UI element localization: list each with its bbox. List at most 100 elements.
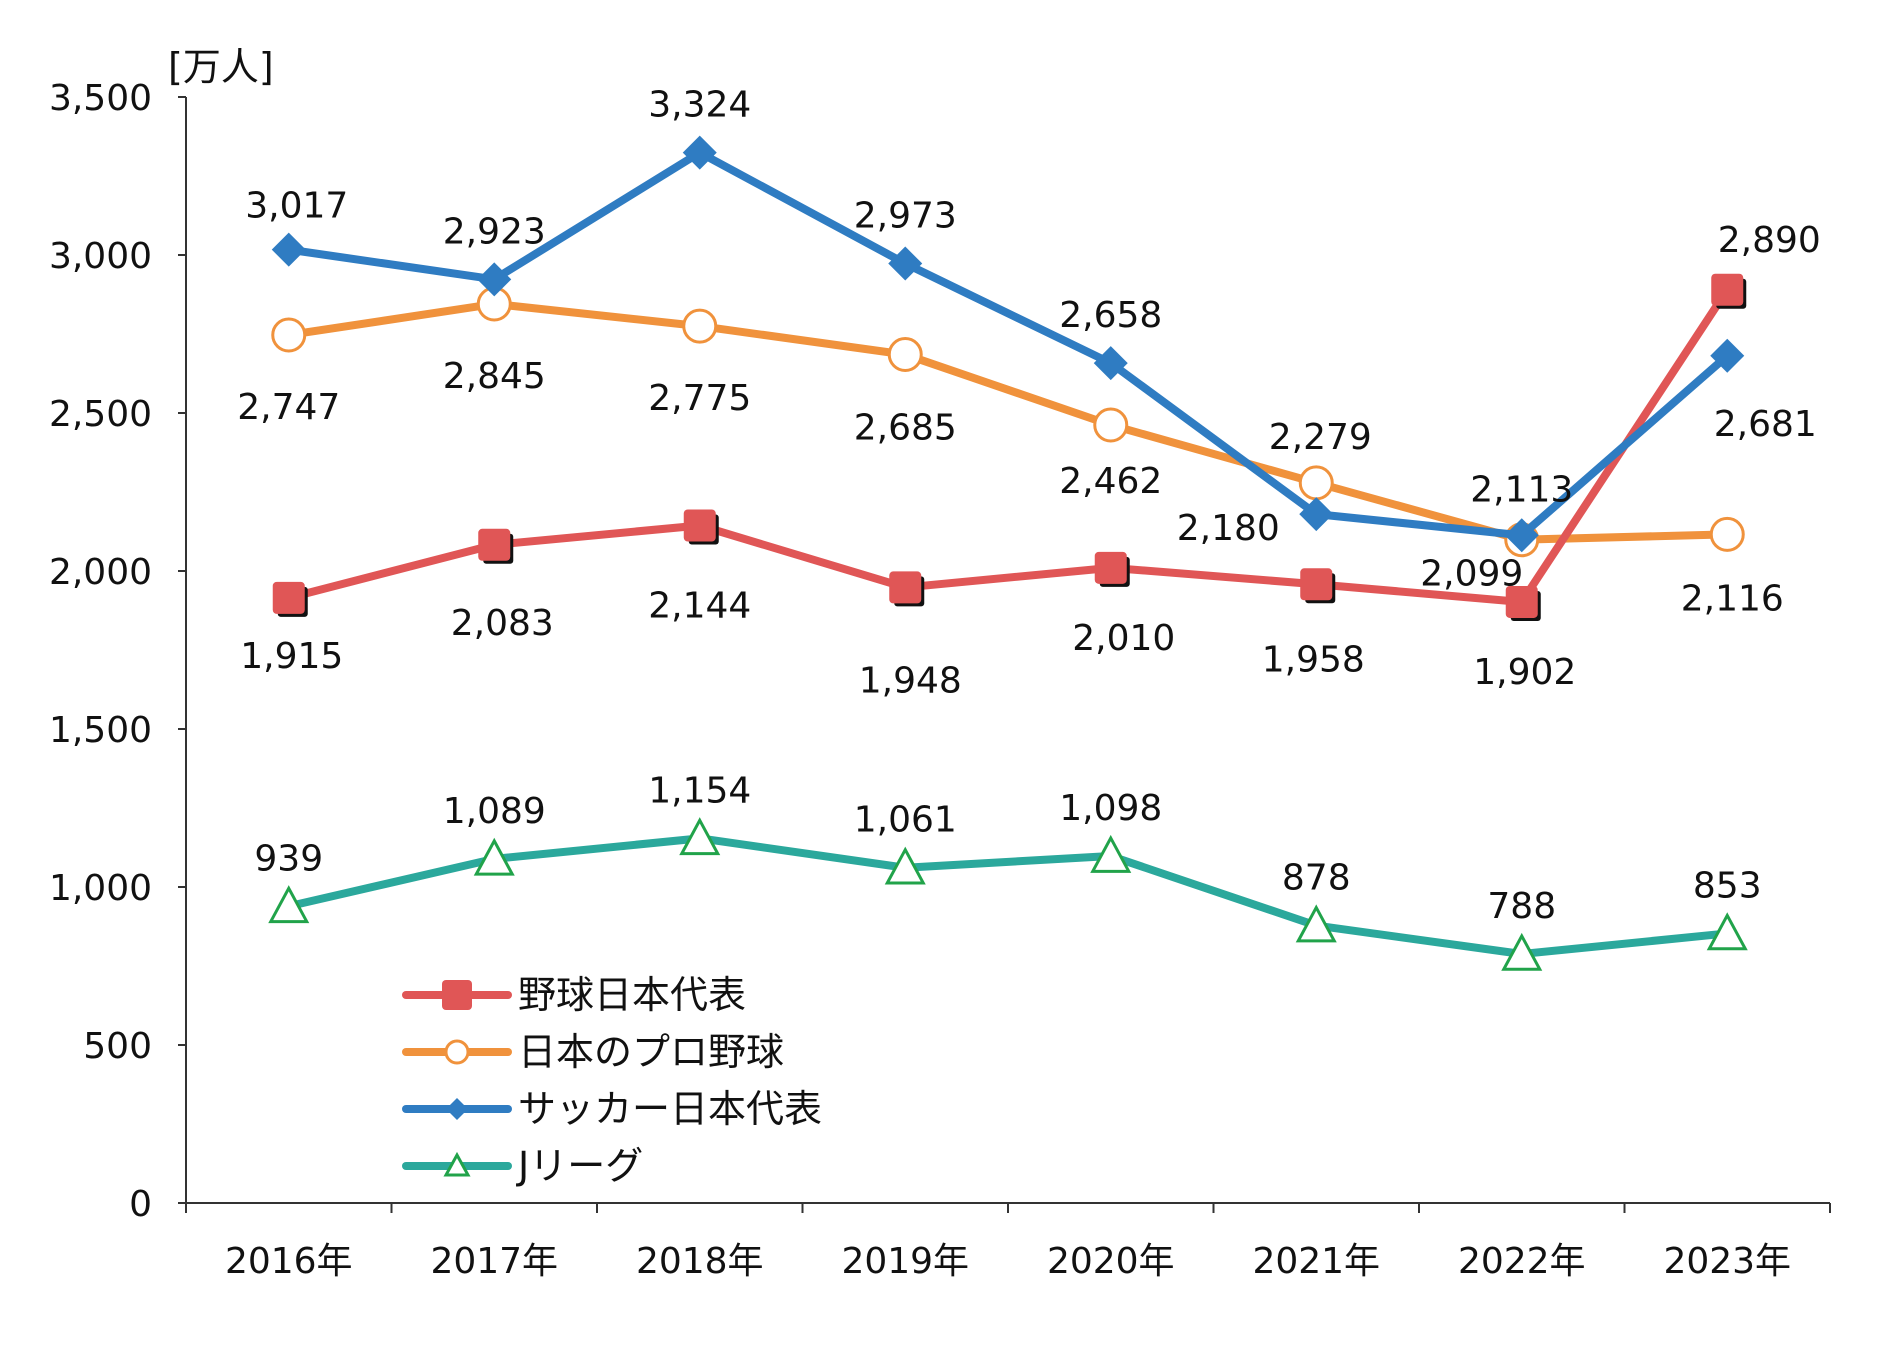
series-1 <box>271 286 1745 558</box>
series-3-point <box>1706 912 1748 951</box>
x-ticks: 2016年 2017年 2018年 2019年 2020年 2021年 2022年 2023年 <box>185 1203 1831 1282</box>
y-tick-label: 3,500 <box>49 78 152 119</box>
series-1-point <box>1298 465 1334 501</box>
data-label: 2,099 <box>1420 554 1523 595</box>
y-tick-label: 0 <box>129 1184 152 1225</box>
data-label: 1,958 <box>1262 639 1365 680</box>
data-label: 1,902 <box>1473 652 1576 693</box>
series-1-point <box>271 317 307 353</box>
series-2-point <box>271 232 306 267</box>
x-tick-label: 2022年 <box>1458 1241 1586 1282</box>
data-label: 2,113 <box>1470 469 1573 510</box>
data-label: 788 <box>1487 886 1556 927</box>
data-label: 2,462 <box>1059 461 1162 502</box>
series-1-point <box>682 308 718 344</box>
data-label: 2,845 <box>443 356 546 397</box>
data-label: 1,098 <box>1059 788 1162 829</box>
series-0-point <box>683 509 716 542</box>
series-1-point <box>887 337 923 373</box>
legend-item: サッカー日本代表 <box>402 1087 822 1131</box>
series-0 <box>272 273 1747 621</box>
data-label: 1,154 <box>648 770 751 811</box>
y-tick-label: 1,500 <box>49 710 152 751</box>
y-ticks: 0 500 1,000 1,500 2,000 2,500 3,000 3,500 <box>49 78 186 1225</box>
y-tick-label: 500 <box>83 1026 152 1067</box>
series-0-point <box>1094 551 1127 584</box>
data-label: 2,279 <box>1269 417 1372 458</box>
data-label: 2,144 <box>648 585 751 626</box>
legend-marker <box>442 980 472 1010</box>
y-tick-label: 3,000 <box>49 236 152 277</box>
data-label: 1,948 <box>859 660 962 701</box>
data-labels: 1,915 2,083 2,144 1,948 2,010 1,958 1,902 2,890… <box>237 85 1821 927</box>
data-label: 2,973 <box>854 196 957 237</box>
data-label: 2,747 <box>237 387 340 428</box>
series-3-point <box>473 837 515 876</box>
y-tick-label: 2,000 <box>49 552 152 593</box>
series-0-point <box>272 581 305 614</box>
data-label: 2,658 <box>1059 295 1162 336</box>
x-tick-label: 2016年 <box>225 1241 353 1282</box>
series-3-point <box>884 846 926 885</box>
x-tick-label: 2019年 <box>841 1241 969 1282</box>
data-label: 2,116 <box>1681 578 1784 619</box>
series-0-point <box>1505 585 1538 618</box>
data-label: 853 <box>1693 865 1762 906</box>
data-label: 878 <box>1282 858 1351 899</box>
data-label: 2,083 <box>451 603 554 644</box>
legend-item: 日本のプロ野球 <box>402 1030 784 1074</box>
x-tick-label: 2017年 <box>430 1241 558 1282</box>
y-tick-label: 1,000 <box>49 868 152 909</box>
data-label: 1,089 <box>443 791 546 832</box>
series-2 <box>271 135 1745 553</box>
data-label: 2,685 <box>854 408 957 449</box>
series-2-point <box>1504 518 1539 553</box>
series-3-line <box>284 834 1732 958</box>
series-2-point <box>1093 346 1128 381</box>
data-label: 2,923 <box>443 211 546 252</box>
legend-marker <box>446 1098 468 1120</box>
y-axis-unit-label: [万人] <box>168 45 274 89</box>
x-tick-label: 2020年 <box>1047 1241 1175 1282</box>
legend-label: 野球日本代表 <box>518 973 746 1017</box>
y-tick-label: 2,500 <box>49 394 152 435</box>
series-0-point <box>1711 273 1744 306</box>
series-2-line <box>284 148 1732 540</box>
x-tick-label: 2021年 <box>1252 1241 1380 1282</box>
series-0-line <box>284 285 1732 606</box>
data-label: 3,017 <box>245 186 348 227</box>
series-3-point <box>1501 932 1543 971</box>
data-label: 1,061 <box>854 800 957 841</box>
series-2-point <box>1710 338 1745 373</box>
series-3-point <box>1090 834 1132 873</box>
data-label: 2,775 <box>648 378 751 419</box>
series-layer <box>268 135 1748 971</box>
legend-marker <box>443 1151 471 1177</box>
data-label: 3,324 <box>648 85 751 126</box>
series-0-point <box>889 571 922 604</box>
data-label: 2,890 <box>1718 220 1821 261</box>
series-1-point <box>1709 516 1745 552</box>
series-0-point <box>478 528 511 561</box>
legend-label: Jリーグ <box>516 1144 643 1188</box>
series-1-point <box>1093 407 1129 443</box>
series-0-point <box>1300 568 1333 601</box>
series-2-point <box>1299 497 1334 532</box>
data-label: 2,180 <box>1177 508 1280 549</box>
legend-label: サッカー日本代表 <box>518 1087 822 1131</box>
data-label: 939 <box>254 838 323 879</box>
series-2-point <box>477 262 512 297</box>
legend-marker <box>444 1039 470 1065</box>
chart-axes <box>185 97 1830 1204</box>
legend-item: 野球日本代表 <box>402 973 746 1017</box>
x-tick-label: 2023年 <box>1663 1241 1791 1282</box>
legend-label: 日本のプロ野球 <box>518 1030 784 1074</box>
series-3-point <box>1295 904 1337 943</box>
x-tick-label: 2018年 <box>636 1241 764 1282</box>
legend-item: Jリーグ <box>402 1144 643 1188</box>
series-3-point <box>679 817 721 856</box>
data-label: 2,681 <box>1714 404 1817 445</box>
series-3 <box>268 817 1748 971</box>
